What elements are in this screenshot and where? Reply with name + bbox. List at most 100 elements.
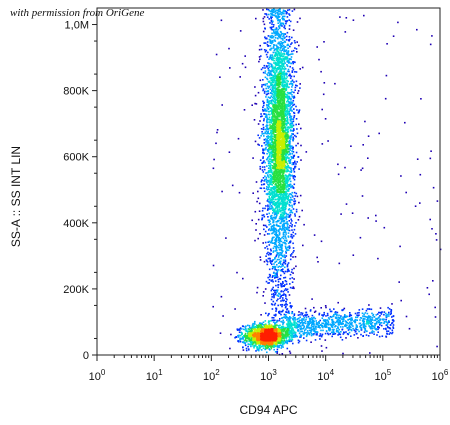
event-dot [276, 229, 278, 232]
event-dot [244, 334, 246, 336]
event-dot [279, 174, 282, 177]
event-dot [272, 319, 275, 321]
event-dot [275, 223, 278, 226]
event-dot [238, 334, 240, 337]
event-dot [272, 51, 275, 54]
event-dot [276, 82, 279, 84]
event-dot [282, 65, 284, 67]
event-dot [379, 324, 381, 326]
event-dot [258, 346, 260, 349]
event-dot [276, 37, 279, 39]
event-dot [270, 65, 272, 68]
event-dot [270, 120, 272, 122]
event-dot [282, 85, 285, 88]
event-dot [274, 276, 277, 278]
event-dot [277, 22, 279, 24]
event-dot [275, 70, 277, 72]
event-dot [290, 340, 293, 342]
event-dot [273, 152, 276, 154]
event-dot [279, 111, 282, 113]
event-dot [292, 208, 295, 210]
event-dot [279, 216, 281, 218]
event-dot [269, 57, 271, 59]
event-dot [272, 111, 275, 113]
event-dot [278, 63, 280, 65]
event-dot [267, 140, 270, 142]
event-dot [285, 85, 288, 88]
event-dot [262, 123, 264, 126]
event-dot [256, 200, 258, 203]
event-dot [273, 314, 276, 316]
event-dot [275, 260, 278, 263]
event-dot [274, 96, 276, 99]
event-dot [280, 296, 282, 298]
event-dot [270, 249, 272, 252]
event-dot [287, 317, 289, 319]
event-dot [339, 16, 341, 18]
event-dot [286, 165, 289, 168]
event-dot [286, 112, 288, 115]
event-dot [355, 324, 358, 326]
event-dot [271, 132, 273, 135]
event-dot [275, 9, 277, 11]
event-dot [405, 191, 407, 194]
event-dot [284, 276, 287, 279]
event-dot [277, 42, 279, 45]
event-dot [292, 329, 295, 331]
event-dot [272, 209, 274, 211]
event-dot [334, 325, 337, 327]
event-dot [391, 322, 394, 324]
event-dot [285, 87, 287, 89]
event-dot [359, 322, 362, 325]
event-dot [274, 81, 277, 84]
event-dot [346, 321, 349, 324]
event-dot [274, 275, 277, 277]
event-dot [275, 96, 278, 99]
event-dot [281, 263, 284, 265]
event-dot [273, 68, 276, 70]
event-dot [278, 234, 281, 236]
event-dot [319, 324, 322, 326]
event-dot [229, 67, 231, 69]
event-dot [282, 179, 284, 181]
event-dot [324, 324, 326, 326]
event-dot [271, 205, 273, 208]
event-dot [281, 244, 284, 247]
event-dot [291, 84, 294, 86]
event-dot [284, 103, 287, 106]
event-dot [274, 272, 277, 275]
event-dot [264, 76, 267, 79]
event-dot [293, 75, 295, 78]
event-dot [245, 347, 248, 350]
event-dot [288, 245, 291, 247]
event-dot [330, 316, 333, 319]
event-dot [270, 227, 273, 229]
event-dot [275, 102, 277, 104]
event-dot [259, 79, 262, 82]
event-dot [279, 240, 281, 243]
event-dot [286, 170, 288, 173]
event-dot [264, 207, 266, 210]
event-dot [279, 61, 282, 63]
event-dot [270, 216, 272, 219]
event-dot [272, 55, 274, 58]
event-dot [262, 242, 264, 244]
event-dot [272, 25, 275, 28]
event-dot [215, 53, 218, 56]
event-dot [265, 172, 267, 174]
event-dot [287, 112, 289, 115]
event-dot [282, 71, 285, 74]
event-dot [263, 16, 266, 18]
event-dot [279, 89, 282, 91]
event-dot [281, 336, 284, 338]
event-dot [284, 122, 287, 125]
event-dot [271, 42, 273, 45]
event-dot [380, 324, 383, 327]
event-dot [350, 145, 352, 147]
event-dot [297, 90, 300, 92]
event-dot [329, 327, 331, 330]
event-dot [286, 150, 288, 153]
event-dot [275, 169, 278, 171]
event-dot [254, 94, 257, 97]
event-dot [281, 225, 284, 228]
